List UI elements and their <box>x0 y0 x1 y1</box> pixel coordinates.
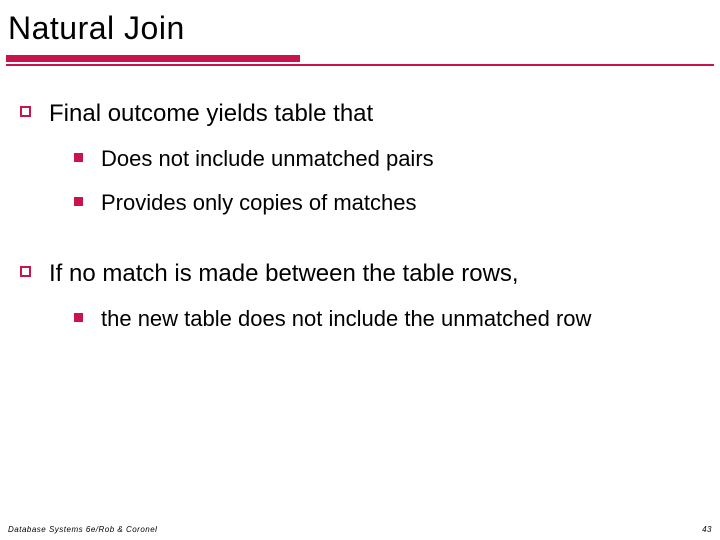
square-solid-icon <box>74 197 83 206</box>
bullet-text: the new table does not include the unmat… <box>101 304 591 334</box>
bullet-text: Provides only copies of matches <box>101 188 417 218</box>
square-outline-icon <box>20 266 31 277</box>
bullet-level2: Provides only copies of matches <box>74 188 700 218</box>
slide-footer: Database Systems 6e/Rob & Coronel 43 <box>8 525 712 534</box>
bullet-text: Final outcome yields table that <box>49 98 373 130</box>
title-rule-thick <box>6 55 300 62</box>
spacer <box>20 232 700 250</box>
bullet-level1: If no match is made between the table ro… <box>20 258 700 290</box>
bullet-level2: Does not include unmatched pairs <box>74 144 700 174</box>
slide-title: Natural Join <box>0 0 720 53</box>
bullet-level2: the new table does not include the unmat… <box>74 304 700 334</box>
bullet-text: If no match is made between the table ro… <box>49 258 519 290</box>
square-outline-icon <box>20 106 31 117</box>
page-number: 43 <box>702 525 712 534</box>
square-solid-icon <box>74 313 83 322</box>
footer-source: Database Systems 6e/Rob & Coronel <box>8 525 157 534</box>
bullet-level1: Final outcome yields table that <box>20 98 700 130</box>
slide: Natural Join Final outcome yields table … <box>0 0 720 540</box>
slide-content: Final outcome yields table that Does not… <box>0 66 720 334</box>
bullet-text: Does not include unmatched pairs <box>101 144 434 174</box>
square-solid-icon <box>74 153 83 162</box>
